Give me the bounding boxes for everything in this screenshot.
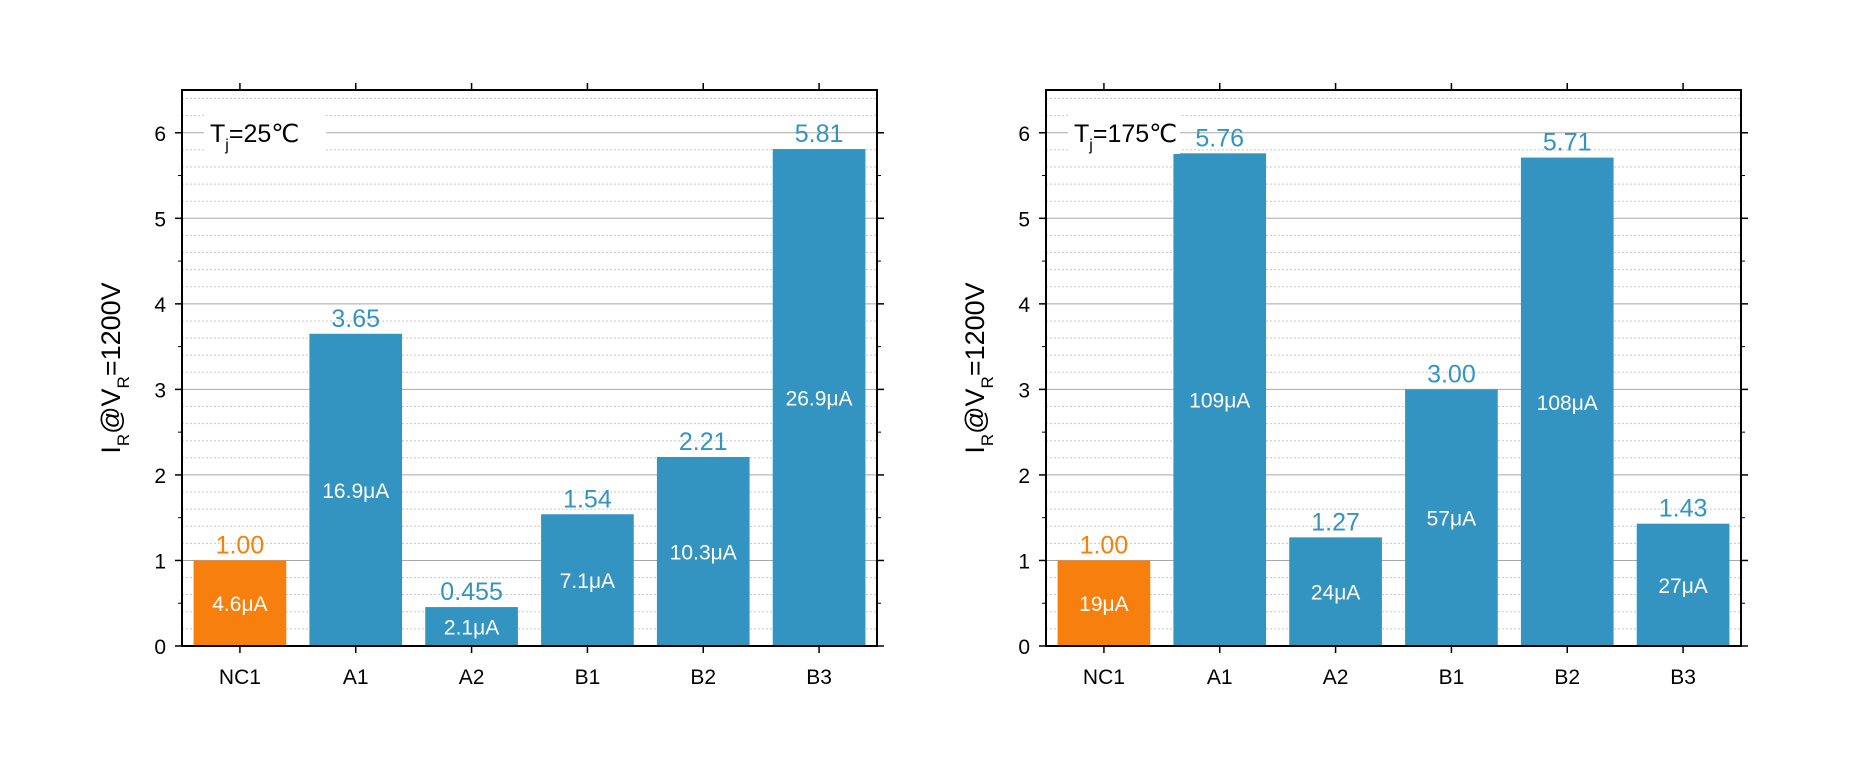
condition-label-main: T	[210, 120, 225, 148]
bar-inner-label: 109μA	[1189, 390, 1250, 413]
y-tick-label: 3	[1018, 379, 1030, 402]
ylabel-subscript: R	[114, 376, 133, 388]
x-tick-label: B1	[575, 666, 601, 689]
y-tick-label: 5	[154, 208, 166, 231]
bar-a1	[1173, 153, 1267, 646]
bar-inner-label: 4.6μA	[212, 593, 267, 616]
bar-inner-label: 108μA	[1537, 392, 1598, 415]
y-tick-label: 1	[154, 550, 166, 573]
y-tick-label: 4	[154, 294, 166, 317]
bar-inner-label: 27μA	[1658, 575, 1707, 598]
y-axis-label: IR@VR=1200V	[960, 282, 997, 453]
x-tick-label: NC1	[1083, 666, 1125, 689]
bar-a2	[1289, 537, 1382, 646]
x-tick-label: B3	[806, 666, 832, 689]
bar-value-label: 3.00	[1427, 360, 1476, 388]
bar-value-label: 1.54	[563, 485, 612, 513]
y-tick-label: 0	[154, 636, 166, 659]
bar-inner-label: 2.1μA	[444, 617, 499, 640]
x-tick-label: B2	[1554, 666, 1580, 689]
condition-label-subscript: j	[1088, 137, 1093, 154]
condition-label-background	[1068, 114, 1180, 154]
ylabel-subscript: R	[978, 434, 997, 446]
x-tick-label: A1	[343, 666, 369, 689]
y-tick-label: 0	[1018, 636, 1030, 659]
y-tick-label: 5	[1018, 208, 1030, 231]
plot-frame	[181, 89, 878, 647]
bar-a1	[309, 333, 403, 646]
bar-a2	[425, 607, 518, 646]
condition-label-main: T	[1074, 120, 1089, 148]
ylabel-part: =1200V	[960, 282, 990, 376]
x-tick-label: NC1	[219, 666, 261, 689]
x-tick-label: B3	[1670, 666, 1696, 689]
bar-b3	[1636, 523, 1730, 646]
bar-inner-label: 7.1μA	[560, 570, 615, 593]
chart-panel-1: 1.00 4.6μA NC1 3.65 16.9μA A1 0.455 2.1μA A2 1.54…	[96, 83, 884, 689]
bar-inner-label: 24μA	[1311, 582, 1360, 605]
ylabel-part: I	[96, 446, 126, 454]
bar-b1	[1405, 389, 1498, 646]
bar-value-label: 1.00	[1080, 531, 1129, 559]
bar-inner-label: 19μA	[1079, 593, 1128, 616]
condition-label-rest: =25℃	[229, 120, 299, 148]
y-tick-label: 1	[1018, 550, 1030, 573]
bar-b1	[541, 514, 634, 646]
x-tick-label: A2	[1323, 666, 1349, 689]
bar-nc1	[1057, 560, 1151, 646]
condition-label: Tj=25℃	[210, 120, 299, 154]
y-axis-label: IR@VR=1200V	[96, 282, 133, 453]
bar-inner-label: 16.9μA	[322, 480, 389, 503]
condition-label-background	[204, 114, 326, 154]
bar-value-label: 1.00	[216, 531, 265, 559]
y-tick-label: 2	[154, 465, 166, 488]
condition-label-subscript: j	[224, 137, 229, 154]
bar-value-label: 5.71	[1543, 129, 1592, 157]
condition-label: Tj=175℃	[1074, 120, 1177, 154]
x-tick-label: A2	[459, 666, 485, 689]
x-tick-label: A1	[1207, 666, 1233, 689]
ylabel-part: @V	[960, 388, 990, 433]
chart-panel-2: 1.00 19μA NC1 5.76 109μA A1 1.27 24μA A2 3.00 57μA…	[960, 83, 1748, 689]
bar-value-label: 1.43	[1659, 495, 1708, 523]
ylabel-part: =1200V	[96, 282, 126, 376]
bar-b3	[772, 149, 866, 646]
bar-value-label: 5.81	[795, 120, 844, 148]
bar-value-label: 5.76	[1195, 124, 1244, 152]
bar-value-label: 2.21	[679, 428, 728, 456]
y-tick-label: 2	[1018, 465, 1030, 488]
bar-value-label: 1.27	[1311, 508, 1360, 536]
ylabel-part: I	[960, 446, 990, 454]
bar-inner-label: 57μA	[1427, 508, 1476, 531]
y-tick-label: 3	[154, 379, 166, 402]
ylabel-subscript: R	[978, 376, 997, 388]
y-tick-label: 4	[1018, 294, 1030, 317]
bar-b2	[1520, 157, 1614, 646]
bar-inner-label: 26.9μA	[786, 388, 853, 411]
bar-nc1	[193, 560, 287, 646]
plot-frame	[1045, 89, 1742, 647]
bar-b2	[656, 456, 750, 646]
bar-value-label: 0.455	[440, 578, 503, 606]
condition-label-rest: =175℃	[1093, 120, 1177, 148]
ylabel-part: @V	[96, 388, 126, 433]
x-tick-label: B2	[690, 666, 716, 689]
ylabel-subscript: R	[114, 434, 133, 446]
bar-value-label: 3.65	[331, 305, 380, 333]
x-tick-label: B1	[1439, 666, 1465, 689]
y-tick-label: 6	[1018, 123, 1030, 146]
y-tick-label: 6	[154, 123, 166, 146]
bar-inner-label: 10.3μA	[670, 541, 737, 564]
